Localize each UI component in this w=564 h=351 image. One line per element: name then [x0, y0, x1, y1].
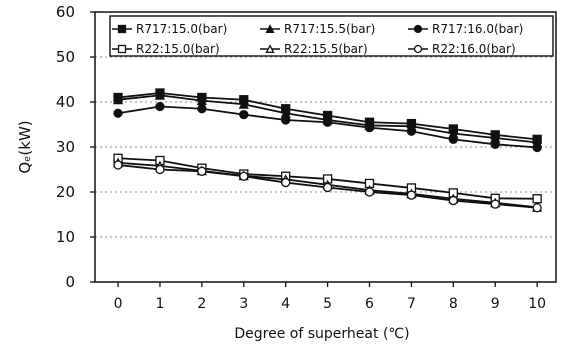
square-marker-legend-4	[117, 44, 127, 54]
x-tick-label: 7	[407, 296, 416, 312]
x-tick-label: 10	[528, 296, 546, 312]
x-tick-label: 9	[491, 296, 500, 312]
legend-label: R22:15.0(bar)	[136, 42, 220, 56]
circle-marker-3-1	[155, 101, 165, 112]
y-tick-label: 40	[56, 93, 75, 111]
x-tick-label: 1	[155, 296, 164, 312]
grid-layer	[95, 56, 556, 238]
triangle-marker-2-0	[112, 94, 124, 105]
legend-label: R717:16.0(bar)	[432, 22, 523, 36]
circle-marker-6-7	[406, 190, 417, 200]
legend: R717:15.0(bar) R717:15.5(bar) R717:16.0(ba…	[109, 15, 554, 57]
circle-marker-3-7	[406, 126, 417, 136]
circle-marker-legend-3	[413, 24, 423, 34]
circle-marker-3-0	[113, 108, 123, 118]
x-tick-label: 0	[114, 296, 123, 312]
circle-marker-6-1	[155, 164, 165, 175]
legend-item-6: R22:16.0(bar)	[408, 42, 516, 56]
circle-marker-6-2	[197, 166, 207, 176]
circle-marker-6-0	[113, 160, 123, 170]
x-tick-label: 3	[239, 296, 248, 312]
circle-marker-6-3	[239, 171, 249, 181]
legend-label: R22:16.0(bar)	[432, 42, 516, 56]
y-tick-label: 10	[56, 228, 75, 246]
legend-label: R22:15.5(bar)	[284, 42, 368, 56]
square-marker-legend-1	[117, 24, 127, 34]
series-6	[113, 160, 542, 213]
triangle-marker-legend-2	[265, 24, 275, 33]
circle-marker-3-9	[490, 139, 500, 149]
legend-item-4: R22:15.0(bar)	[112, 42, 220, 56]
x-tick-label: 8	[449, 296, 458, 312]
square-marker-4-10	[532, 194, 542, 204]
y-tick-label: 50	[56, 48, 75, 66]
y-axis-title: Qₑ(kW)	[16, 120, 34, 173]
circle-marker-3-4	[281, 115, 291, 125]
x-axis-title: Degree of superheat (℃)	[234, 326, 409, 342]
x-tick-label: 6	[365, 296, 374, 312]
legend-box	[109, 15, 554, 57]
series-3	[113, 101, 542, 153]
triangle-marker-2-3	[238, 99, 249, 109]
circle-marker-6-6	[364, 187, 375, 197]
series-4	[113, 153, 542, 204]
triangle-marker-legend-5	[265, 44, 275, 53]
circle-marker-3-6	[364, 123, 375, 133]
legend-item-5: R22:15.5(bar)	[260, 42, 368, 56]
circle-marker-6-8	[448, 195, 458, 206]
circle-marker-3-3	[239, 109, 249, 120]
circle-marker-3-8	[448, 134, 458, 145]
legend-item-1: R717:15.0(bar)	[112, 22, 227, 36]
x-tick-label: 5	[323, 296, 332, 312]
x-tick-label: 4	[281, 296, 290, 312]
y-tick-label: 30	[56, 138, 75, 156]
legend-item-3: R717:16.0(bar)	[408, 22, 523, 36]
circle-marker-6-5	[322, 182, 333, 193]
y-tick-label: 0	[65, 273, 75, 291]
legend-label: R717:15.5(bar)	[284, 22, 375, 36]
circle-marker-legend-6	[413, 44, 423, 54]
y-tick-label: 60	[56, 3, 75, 21]
plot-frame	[94, 11, 557, 283]
circle-marker-6-10	[532, 203, 542, 213]
circle-marker-6-4	[281, 177, 291, 188]
circle-marker-3-10	[532, 142, 542, 153]
series-layer	[112, 88, 543, 213]
axis-layer: 0 10 20 30 40 50 60 0 1 2 3 4 5 6 7 8 9 10	[56, 3, 557, 312]
circle-marker-3-5	[322, 117, 333, 127]
triangle-marker-2-1	[154, 90, 166, 100]
circle-marker-6-9	[490, 199, 500, 209]
circle-marker-3-2	[197, 104, 207, 114]
legend-item-2: R717:15.5(bar)	[260, 22, 375, 36]
legend-label: R717:15.0(bar)	[136, 22, 227, 36]
y-tick-label: 20	[56, 183, 75, 201]
x-tick-label: 2	[197, 296, 206, 312]
